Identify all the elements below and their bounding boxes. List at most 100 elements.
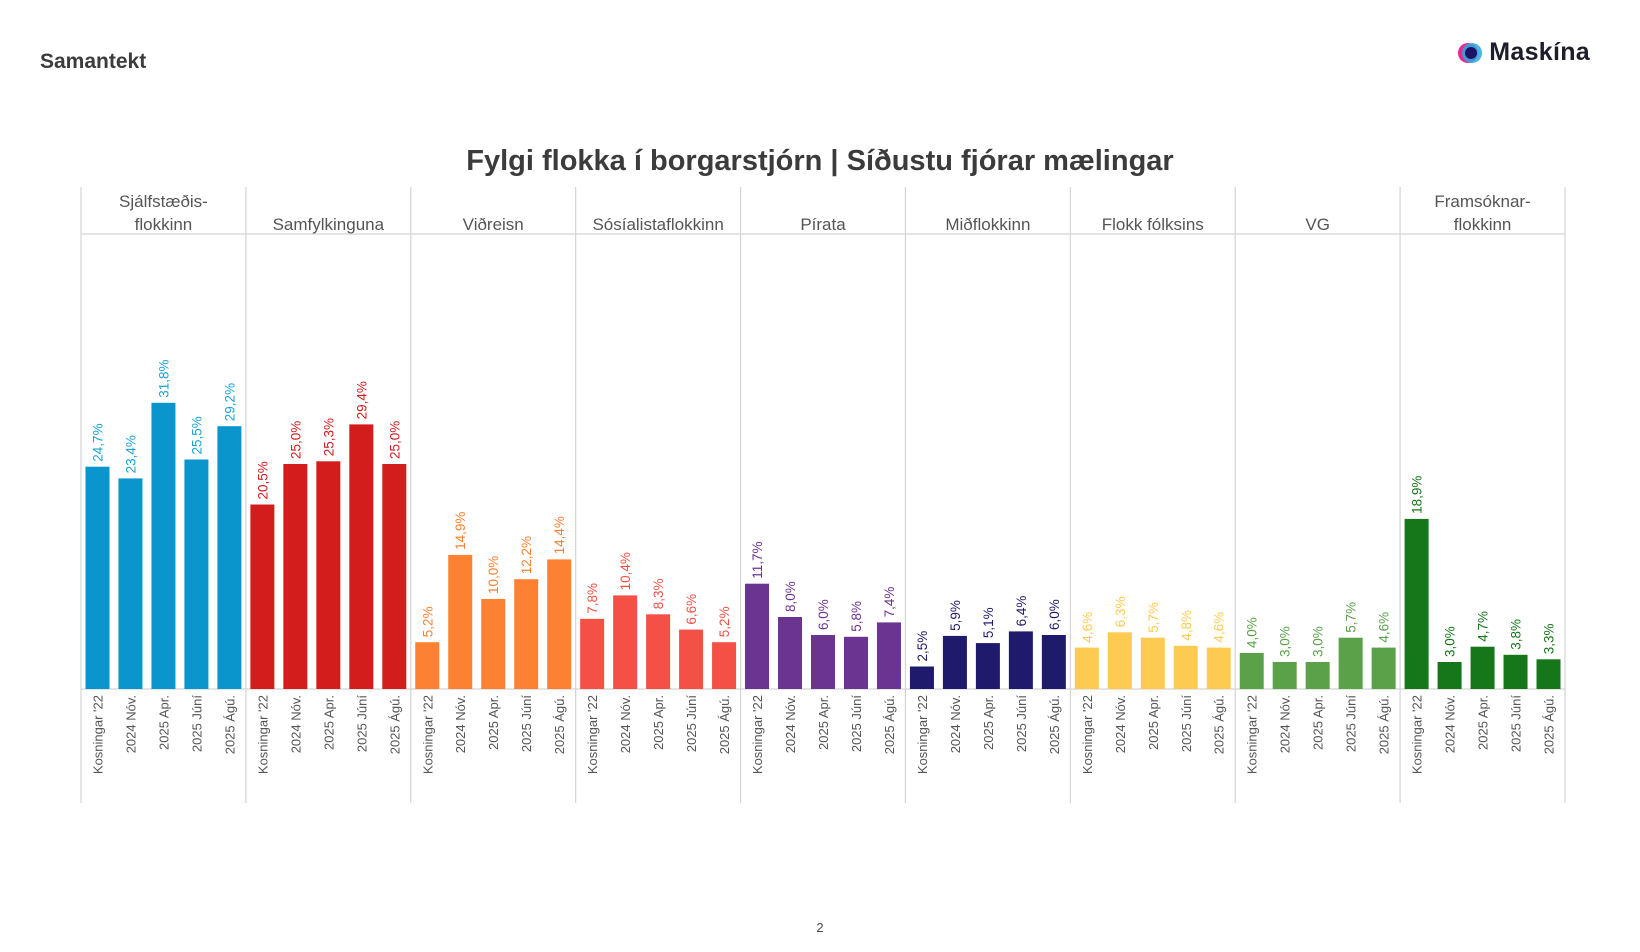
data-label: 3,8%: [1509, 619, 1524, 650]
category-tick-label: 2025 Júní: [684, 695, 699, 752]
party-name-label: Samfylkinguna: [273, 215, 385, 234]
data-label: 5,2%: [420, 606, 435, 637]
category-tick-label: 2024 Nóv.: [1443, 695, 1458, 753]
bar: [1008, 631, 1033, 689]
data-label: 5,8%: [849, 601, 864, 632]
category-tick-label: Kosningar '22: [255, 695, 270, 774]
bar: [646, 614, 671, 689]
data-label: 12,2%: [519, 536, 534, 574]
category-tick-label: 2024 Nóv.: [948, 695, 963, 753]
bar: [1173, 645, 1198, 689]
party-name-label: Flokk fólksins: [1102, 215, 1204, 234]
bar: [1404, 518, 1429, 689]
category-tick-label: 2025 Júní: [1509, 695, 1524, 752]
category-tick-label: Kosningar '22: [420, 695, 435, 774]
party-name-label: Sjálfstæðis-: [119, 192, 208, 211]
category-tick-label: 2025 Apr.: [486, 695, 501, 750]
bar: [151, 402, 176, 689]
data-label: 3,0%: [1443, 626, 1458, 657]
bar: [547, 559, 572, 689]
data-label: 5,1%: [981, 607, 996, 638]
bar: [184, 459, 209, 689]
bar: [1041, 635, 1066, 689]
data-label: 2,5%: [915, 631, 930, 662]
party-name-label: flokkinn: [1454, 215, 1512, 234]
data-label: 3,3%: [1542, 624, 1557, 655]
bar: [118, 478, 143, 689]
bar: [1107, 632, 1132, 689]
bar: [448, 554, 473, 689]
bar: [217, 426, 242, 689]
bar: [942, 635, 967, 689]
bar: [876, 622, 901, 689]
data-label: 25,5%: [189, 416, 204, 454]
bar: [250, 504, 275, 689]
bar: [316, 461, 341, 689]
brand-logo: Maskína: [1457, 38, 1590, 67]
category-tick-label: 2025 Ágú.: [387, 695, 402, 754]
data-label: 3,0%: [1311, 626, 1326, 657]
data-label: 5,7%: [1344, 602, 1359, 633]
bar: [1371, 647, 1396, 689]
category-tick-label: 2025 Júní: [1014, 695, 1029, 752]
category-tick-label: 2025 Apr.: [1146, 695, 1161, 750]
data-label: 23,4%: [123, 435, 138, 473]
data-label: 31,8%: [156, 360, 171, 398]
party-panel: Viðreisn 5,2% Kosningar '22 14,9% 2024 Nóv. 1…: [415, 215, 572, 774]
category-tick-label: Kosningar '22: [1410, 695, 1425, 774]
bar: [975, 643, 1000, 689]
data-label: 4,6%: [1212, 612, 1227, 643]
category-tick-label: 2024 Nóv.: [618, 695, 633, 753]
party-panel: Samfylkinguna 20,5% Kosningar '22 25,0% 2024…: [250, 215, 407, 774]
bar: [514, 579, 539, 689]
chart-title: Fylgi flokka í borgarstjórn | Síðustu fj…: [466, 145, 1173, 177]
party-panel: Framsóknar-flokkinn 18,9% Kosningar '22 3,0…: [1404, 192, 1561, 774]
category-tick-label: Kosningar '22: [915, 695, 930, 774]
data-label: 29,2%: [222, 383, 237, 421]
bar: [679, 629, 704, 689]
party-panel: Flokk fólksins 4,6% Kosningar '22 6,3% 2024 …: [1074, 215, 1231, 774]
category-tick-label: 2024 Nóv.: [288, 695, 303, 753]
bar: [580, 618, 605, 689]
data-label: 10,4%: [618, 552, 633, 590]
data-label: 6,0%: [1047, 599, 1062, 630]
data-label: 5,7%: [1146, 602, 1161, 633]
category-tick-label: 2025 Apr.: [981, 695, 996, 750]
party-name-label: Miðflokkinn: [945, 215, 1030, 234]
category-tick-label: 2025 Júní: [354, 695, 369, 752]
bar: [811, 635, 835, 689]
data-label: 11,7%: [750, 541, 765, 578]
maskina-logo-icon: [1458, 42, 1483, 63]
party-panels: Sjálfstæðis-flokkinn 24,7% Kosningar '22 23…: [80, 187, 1566, 803]
bar: [1305, 662, 1330, 689]
data-label: 7,4%: [882, 587, 897, 618]
bar: [1074, 647, 1099, 689]
data-label: 5,9%: [948, 600, 963, 631]
party-name-label: flokkinn: [135, 215, 193, 234]
category-tick-label: 2024 Nóv.: [1113, 695, 1128, 753]
data-label: 25,0%: [288, 421, 303, 459]
party-panel: Sósíalistaflokkinn 7,8% Kosningar '22 10,4%…: [580, 215, 737, 774]
category-tick-label: 2025 Ágú.: [1377, 695, 1392, 754]
data-label: 4,0%: [1245, 617, 1260, 648]
bar: [1272, 662, 1297, 689]
category-tick-label: 2025 Apr.: [651, 695, 666, 750]
party-name-label: VG: [1305, 215, 1330, 234]
party-panel: Pírata 11,7% Kosningar '22 8,0% 2024 Nóv. 6,0…: [745, 215, 901, 774]
data-label: 4,6%: [1080, 612, 1095, 643]
data-label: 6,3%: [1113, 597, 1128, 628]
category-tick-label: 2024 Nóv.: [123, 695, 138, 753]
data-label: 6,6%: [684, 594, 699, 625]
bar: [843, 636, 868, 689]
category-tick-label: 2025 Apr.: [1476, 695, 1491, 750]
category-tick-label: Kosningar '22: [1080, 695, 1095, 774]
bar: [712, 642, 737, 689]
category-tick-label: 2025 Júní: [849, 695, 864, 752]
bar: [909, 666, 934, 689]
data-label: 8,0%: [783, 581, 798, 612]
category-tick-label: Kosningar '22: [90, 695, 105, 774]
bar: [481, 599, 506, 689]
data-label: 8,3%: [651, 579, 666, 610]
bar: [1470, 646, 1495, 689]
